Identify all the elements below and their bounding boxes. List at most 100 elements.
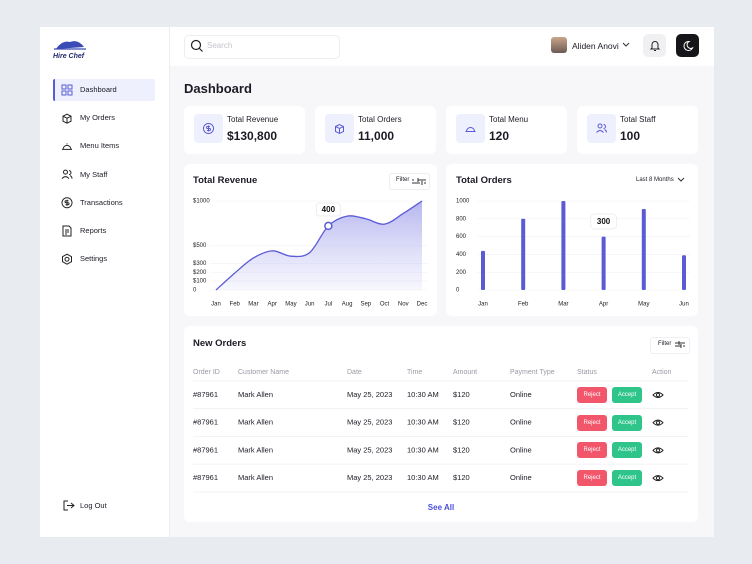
stat-icon-box <box>587 114 616 143</box>
x-tick-label: Mar <box>248 302 258 308</box>
user-name[interactable]: Aliden Anovi <box>572 41 619 51</box>
bar <box>682 255 686 290</box>
x-tick-label: Jun <box>679 302 689 308</box>
x-tick-label: Feb <box>518 302 529 308</box>
view-icon <box>655 420 661 425</box>
filter-icon <box>675 341 685 348</box>
active-item <box>53 79 155 101</box>
see-all-link[interactable]: See All <box>427 503 455 512</box>
area <box>216 201 422 290</box>
reject-button[interactable]: Reject <box>577 387 607 403</box>
stat-value: 11,000 <box>358 129 395 143</box>
x-tick-label: Jul <box>325 302 333 308</box>
stat-label: Total Staff <box>620 115 656 124</box>
logout-label[interactable]: Log Out <box>80 501 107 510</box>
cell: #87961 <box>193 390 218 399</box>
menu-item[interactable]: Reports <box>80 226 107 235</box>
filter-label[interactable]: Filter <box>396 177 410 183</box>
column-header: Amount <box>453 369 477 376</box>
y-tick-label: 800 <box>456 216 467 222</box>
menu-item[interactable]: My Orders <box>80 113 116 123</box>
menu-icon <box>62 225 72 237</box>
view-icon <box>655 448 661 453</box>
reject-button[interactable]: Reject <box>577 470 607 487</box>
stat-icon <box>465 127 476 132</box>
logo-text: Hire Chef <box>53 53 85 60</box>
table-title: New Orders <box>193 338 247 349</box>
filter-icon <box>412 178 426 185</box>
x-tick-label: Apr <box>599 302 608 308</box>
cell: Online <box>510 390 532 399</box>
cell: $120 <box>453 473 470 482</box>
column-header: Order ID <box>193 369 220 376</box>
menu-icon <box>61 169 73 179</box>
search-placeholder: Search <box>207 41 233 50</box>
filter-button[interactable] <box>650 337 690 354</box>
stat-icon-box <box>456 114 485 143</box>
notification-button[interactable] <box>643 34 666 57</box>
x-tick-label: Mar <box>558 302 568 308</box>
y-tick-label: $100 <box>193 279 207 285</box>
chevron <box>622 42 630 47</box>
stat-icon <box>203 123 214 134</box>
cell: 10:30 AM <box>407 390 439 399</box>
tooltip <box>315 202 341 217</box>
logo-icon <box>54 41 86 50</box>
stat-label: Total Menu <box>489 115 529 124</box>
moon-icon <box>683 40 694 51</box>
chart-title: Total Orders <box>456 175 512 186</box>
x-tick-label: Aug <box>342 302 353 308</box>
menu-item[interactable]: Settings <box>80 254 108 264</box>
accept-button[interactable]: Accept <box>612 470 642 487</box>
view-icon <box>652 419 664 426</box>
stat-label: Total Orders <box>358 115 402 124</box>
column-header: Customer Name <box>238 369 289 376</box>
x-tick-label: Oct <box>380 302 390 308</box>
chart-title: Total Revenue <box>193 175 258 186</box>
y-tick-label: 200 <box>456 270 467 276</box>
view-icon <box>652 392 664 398</box>
cell: May 25, 2023 <box>347 390 392 399</box>
x-tick-label: Jun <box>305 302 315 308</box>
range-dropdown[interactable]: Last 8 Months <box>636 177 674 183</box>
tooltip-text: 300 <box>597 217 611 226</box>
column-header: Status <box>577 369 597 376</box>
avatar[interactable] <box>551 37 567 53</box>
x-tick-label: Dec <box>417 302 428 308</box>
menu-icon <box>62 253 72 265</box>
logout-icon <box>63 500 75 511</box>
chevron <box>677 177 685 182</box>
cell: Online <box>510 445 532 454</box>
cell: #87961 <box>193 445 218 454</box>
search-box[interactable] <box>184 35 340 59</box>
accept-button[interactable]: Accept <box>612 414 642 431</box>
cell: May 25, 2023 <box>347 418 392 427</box>
x-tick-label: Sep <box>360 302 371 308</box>
y-tick-label: 1000 <box>456 199 470 205</box>
menu-item[interactable]: Transactions <box>80 197 123 207</box>
menu-item[interactable]: Dashboard <box>80 85 117 94</box>
orders-card <box>446 164 698 316</box>
reject-button[interactable]: Reject <box>577 442 607 459</box>
bar <box>561 201 566 290</box>
menu-item[interactable]: My Staff <box>80 169 108 179</box>
tooltip <box>590 213 618 230</box>
stat-label: Total Revenue <box>227 115 279 124</box>
accept-button[interactable]: Accept <box>612 387 642 403</box>
filter-label[interactable]: Filter <box>658 341 672 347</box>
search-icon <box>190 39 203 52</box>
menu-icon <box>61 197 73 209</box>
bar <box>521 218 526 290</box>
view-icon <box>655 392 661 398</box>
cell: #87961 <box>193 473 218 482</box>
menu-item[interactable]: Menu Items <box>80 141 120 151</box>
x-tick-label: Apr <box>268 302 277 308</box>
accept-button[interactable]: Accept <box>612 442 642 459</box>
cell: 10:30 AM <box>407 445 439 454</box>
view-icon <box>655 476 661 481</box>
view-icon <box>652 475 664 482</box>
filter-button[interactable] <box>389 173 430 190</box>
reject-button[interactable]: Reject <box>577 414 607 431</box>
